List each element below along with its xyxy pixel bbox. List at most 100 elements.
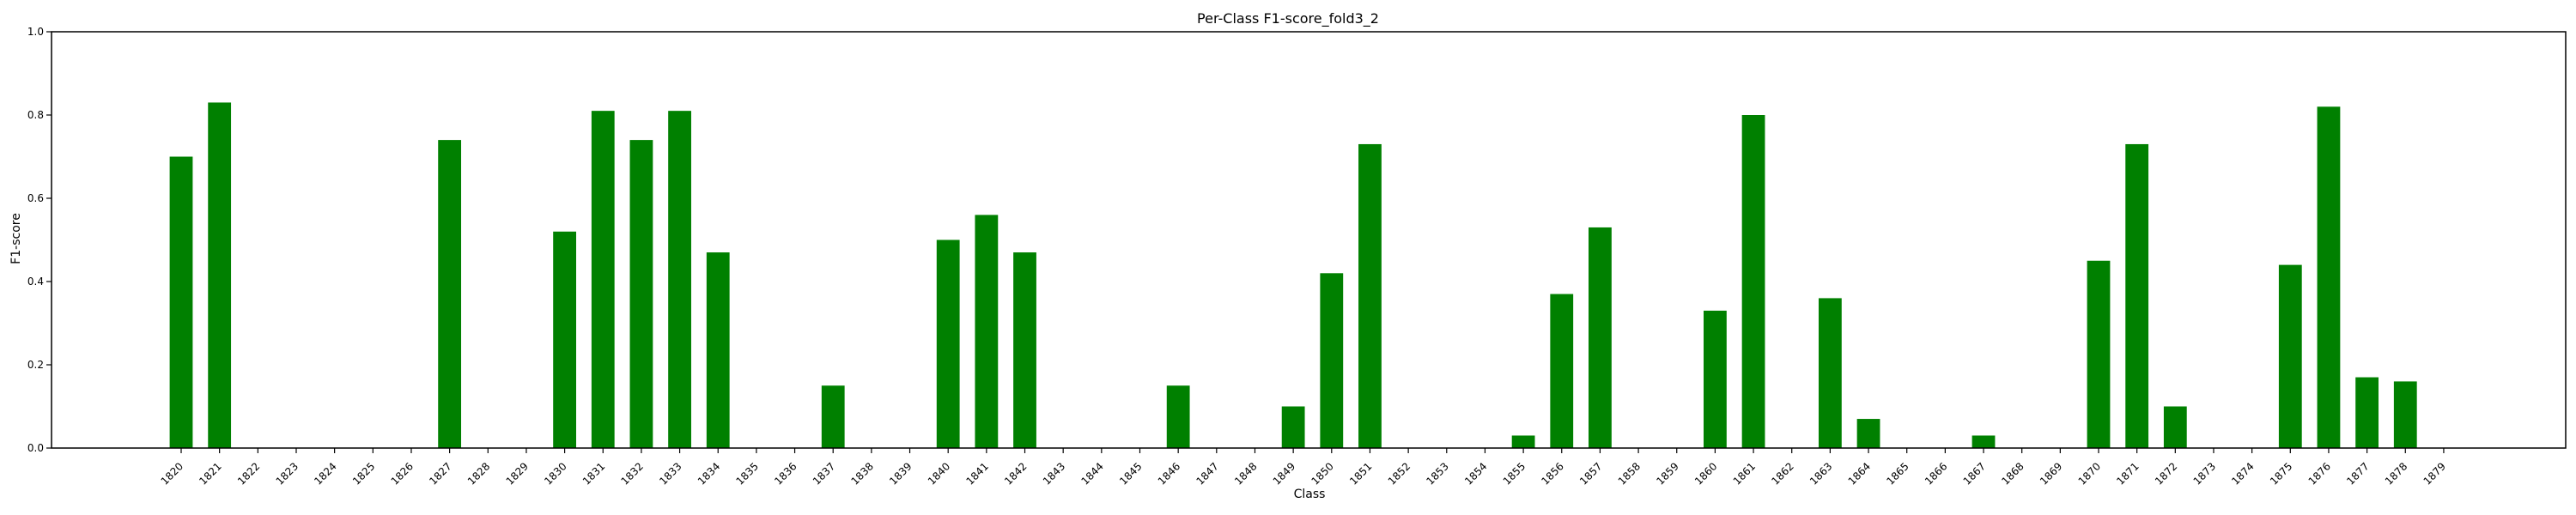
x-tick-label: 1829 bbox=[504, 460, 531, 487]
bar-1861 bbox=[1741, 115, 1765, 448]
x-tick-label: 1822 bbox=[235, 460, 262, 487]
x-ticks-layer: 1820 1821 1822 1823 1824 1825 1826 1827 1828 1829… bbox=[159, 448, 2448, 488]
x-tick-label: 1865 bbox=[1884, 460, 1911, 487]
x-tick-label: 1869 bbox=[2038, 460, 2064, 487]
y-ticks-layer: 0.0 0.2 0.4 0.6 0.8 1.0 bbox=[27, 26, 52, 454]
x-tick-label: 1855 bbox=[1501, 460, 1528, 487]
chart-title: Per-Class F1-score_fold3_2 bbox=[1197, 10, 1379, 27]
x-tick-label: 1847 bbox=[1194, 460, 1220, 487]
bar-1856 bbox=[1550, 294, 1574, 448]
x-tick-label: 1843 bbox=[1041, 460, 1067, 487]
x-tick-label: 1878 bbox=[2383, 460, 2409, 487]
x-axis-label: Class bbox=[1294, 488, 1326, 501]
x-tick-label: 1833 bbox=[657, 460, 683, 487]
bar-1870 bbox=[2087, 260, 2111, 448]
x-tick-label: 1841 bbox=[963, 460, 990, 487]
bar-1857 bbox=[1589, 227, 1612, 448]
x-tick-label: 1854 bbox=[1462, 460, 1489, 487]
x-tick-label: 1834 bbox=[696, 460, 722, 487]
x-tick-label: 1835 bbox=[734, 460, 761, 487]
bar-1820 bbox=[169, 156, 193, 448]
x-tick-label: 1838 bbox=[849, 460, 876, 487]
bar-1841 bbox=[975, 215, 999, 448]
x-tick-label: 1857 bbox=[1577, 460, 1604, 487]
x-tick-label: 1837 bbox=[811, 460, 837, 487]
y-axis-label: F1-score bbox=[9, 213, 23, 264]
x-tick-label: 1840 bbox=[926, 460, 952, 487]
x-tick-label: 1872 bbox=[2153, 460, 2179, 487]
x-tick-label: 1868 bbox=[1999, 460, 2026, 487]
x-tick-label: 1870 bbox=[2076, 460, 2103, 487]
bar-1867 bbox=[1971, 435, 1996, 448]
y-tick-label: 0.6 bbox=[27, 192, 44, 204]
bar-1827 bbox=[438, 140, 462, 448]
x-tick-label: 1871 bbox=[2114, 460, 2141, 487]
bar-1849 bbox=[1281, 406, 1305, 448]
x-tick-label: 1879 bbox=[2421, 460, 2448, 487]
x-tick-label: 1864 bbox=[1846, 460, 1873, 487]
x-tick-label: 1821 bbox=[197, 460, 223, 487]
bar-1850 bbox=[1320, 273, 1344, 448]
bar-1821 bbox=[208, 102, 232, 448]
bar-1837 bbox=[821, 385, 845, 448]
x-tick-label: 1828 bbox=[465, 460, 492, 487]
x-tick-label: 1858 bbox=[1616, 460, 1643, 487]
x-tick-label: 1877 bbox=[2344, 460, 2371, 487]
y-tick-label: 0.2 bbox=[27, 359, 44, 371]
bar-1877 bbox=[2355, 377, 2379, 448]
x-tick-label: 1860 bbox=[1692, 460, 1719, 487]
x-tick-label: 1832 bbox=[619, 460, 646, 487]
bar-1830 bbox=[553, 231, 576, 448]
bar-1834 bbox=[706, 252, 730, 448]
x-tick-label: 1849 bbox=[1271, 460, 1297, 487]
bars-layer bbox=[169, 102, 2417, 449]
bar-1872 bbox=[2163, 406, 2187, 448]
bar-1833 bbox=[668, 111, 691, 448]
x-tick-label: 1851 bbox=[1347, 460, 1374, 487]
bar-1878 bbox=[2393, 381, 2417, 448]
x-tick-label: 1874 bbox=[2229, 460, 2256, 487]
x-tick-label: 1875 bbox=[2268, 460, 2294, 487]
y-tick-label: 0.0 bbox=[27, 442, 44, 454]
bar-1875 bbox=[2278, 264, 2302, 448]
bar-1840 bbox=[936, 239, 960, 448]
x-tick-label: 1823 bbox=[274, 460, 301, 487]
x-tick-label: 1852 bbox=[1386, 460, 1413, 487]
x-tick-label: 1862 bbox=[1769, 460, 1795, 487]
bar-1846 bbox=[1166, 385, 1190, 448]
bar-1863 bbox=[1818, 298, 1842, 448]
bar-1860 bbox=[1704, 310, 1727, 448]
x-tick-label: 1836 bbox=[772, 460, 799, 487]
y-tick-label: 1.0 bbox=[27, 26, 44, 38]
bar-1831 bbox=[591, 111, 615, 448]
bar-1832 bbox=[629, 140, 653, 448]
bar-1876 bbox=[2317, 106, 2341, 449]
bar-1855 bbox=[1511, 435, 1535, 448]
x-tick-label: 1844 bbox=[1078, 460, 1105, 487]
x-tick-label: 1845 bbox=[1117, 460, 1144, 487]
bar-1871 bbox=[2125, 143, 2149, 448]
x-tick-label: 1839 bbox=[887, 460, 914, 487]
bar-1842 bbox=[1013, 252, 1036, 448]
plot-frame bbox=[51, 31, 2567, 449]
x-tick-label: 1859 bbox=[1654, 460, 1680, 487]
x-tick-label: 1850 bbox=[1309, 460, 1335, 487]
bar-1851 bbox=[1358, 143, 1382, 448]
x-tick-label: 1825 bbox=[350, 460, 377, 487]
x-tick-label: 1827 bbox=[427, 460, 453, 487]
x-tick-label: 1861 bbox=[1731, 460, 1758, 487]
x-tick-label: 1856 bbox=[1539, 460, 1565, 487]
y-tick-label: 0.4 bbox=[27, 276, 44, 288]
x-tick-label: 1866 bbox=[1923, 460, 1949, 487]
x-tick-label: 1848 bbox=[1232, 460, 1259, 487]
x-tick-label: 1830 bbox=[542, 460, 568, 487]
x-tick-label: 1853 bbox=[1424, 460, 1450, 487]
x-tick-label: 1824 bbox=[312, 460, 338, 487]
y-tick-label: 0.8 bbox=[27, 109, 44, 121]
x-tick-label: 1867 bbox=[1961, 460, 1988, 487]
x-tick-label: 1826 bbox=[389, 460, 416, 487]
x-tick-label: 1831 bbox=[580, 460, 607, 487]
x-tick-label: 1842 bbox=[1002, 460, 1029, 487]
